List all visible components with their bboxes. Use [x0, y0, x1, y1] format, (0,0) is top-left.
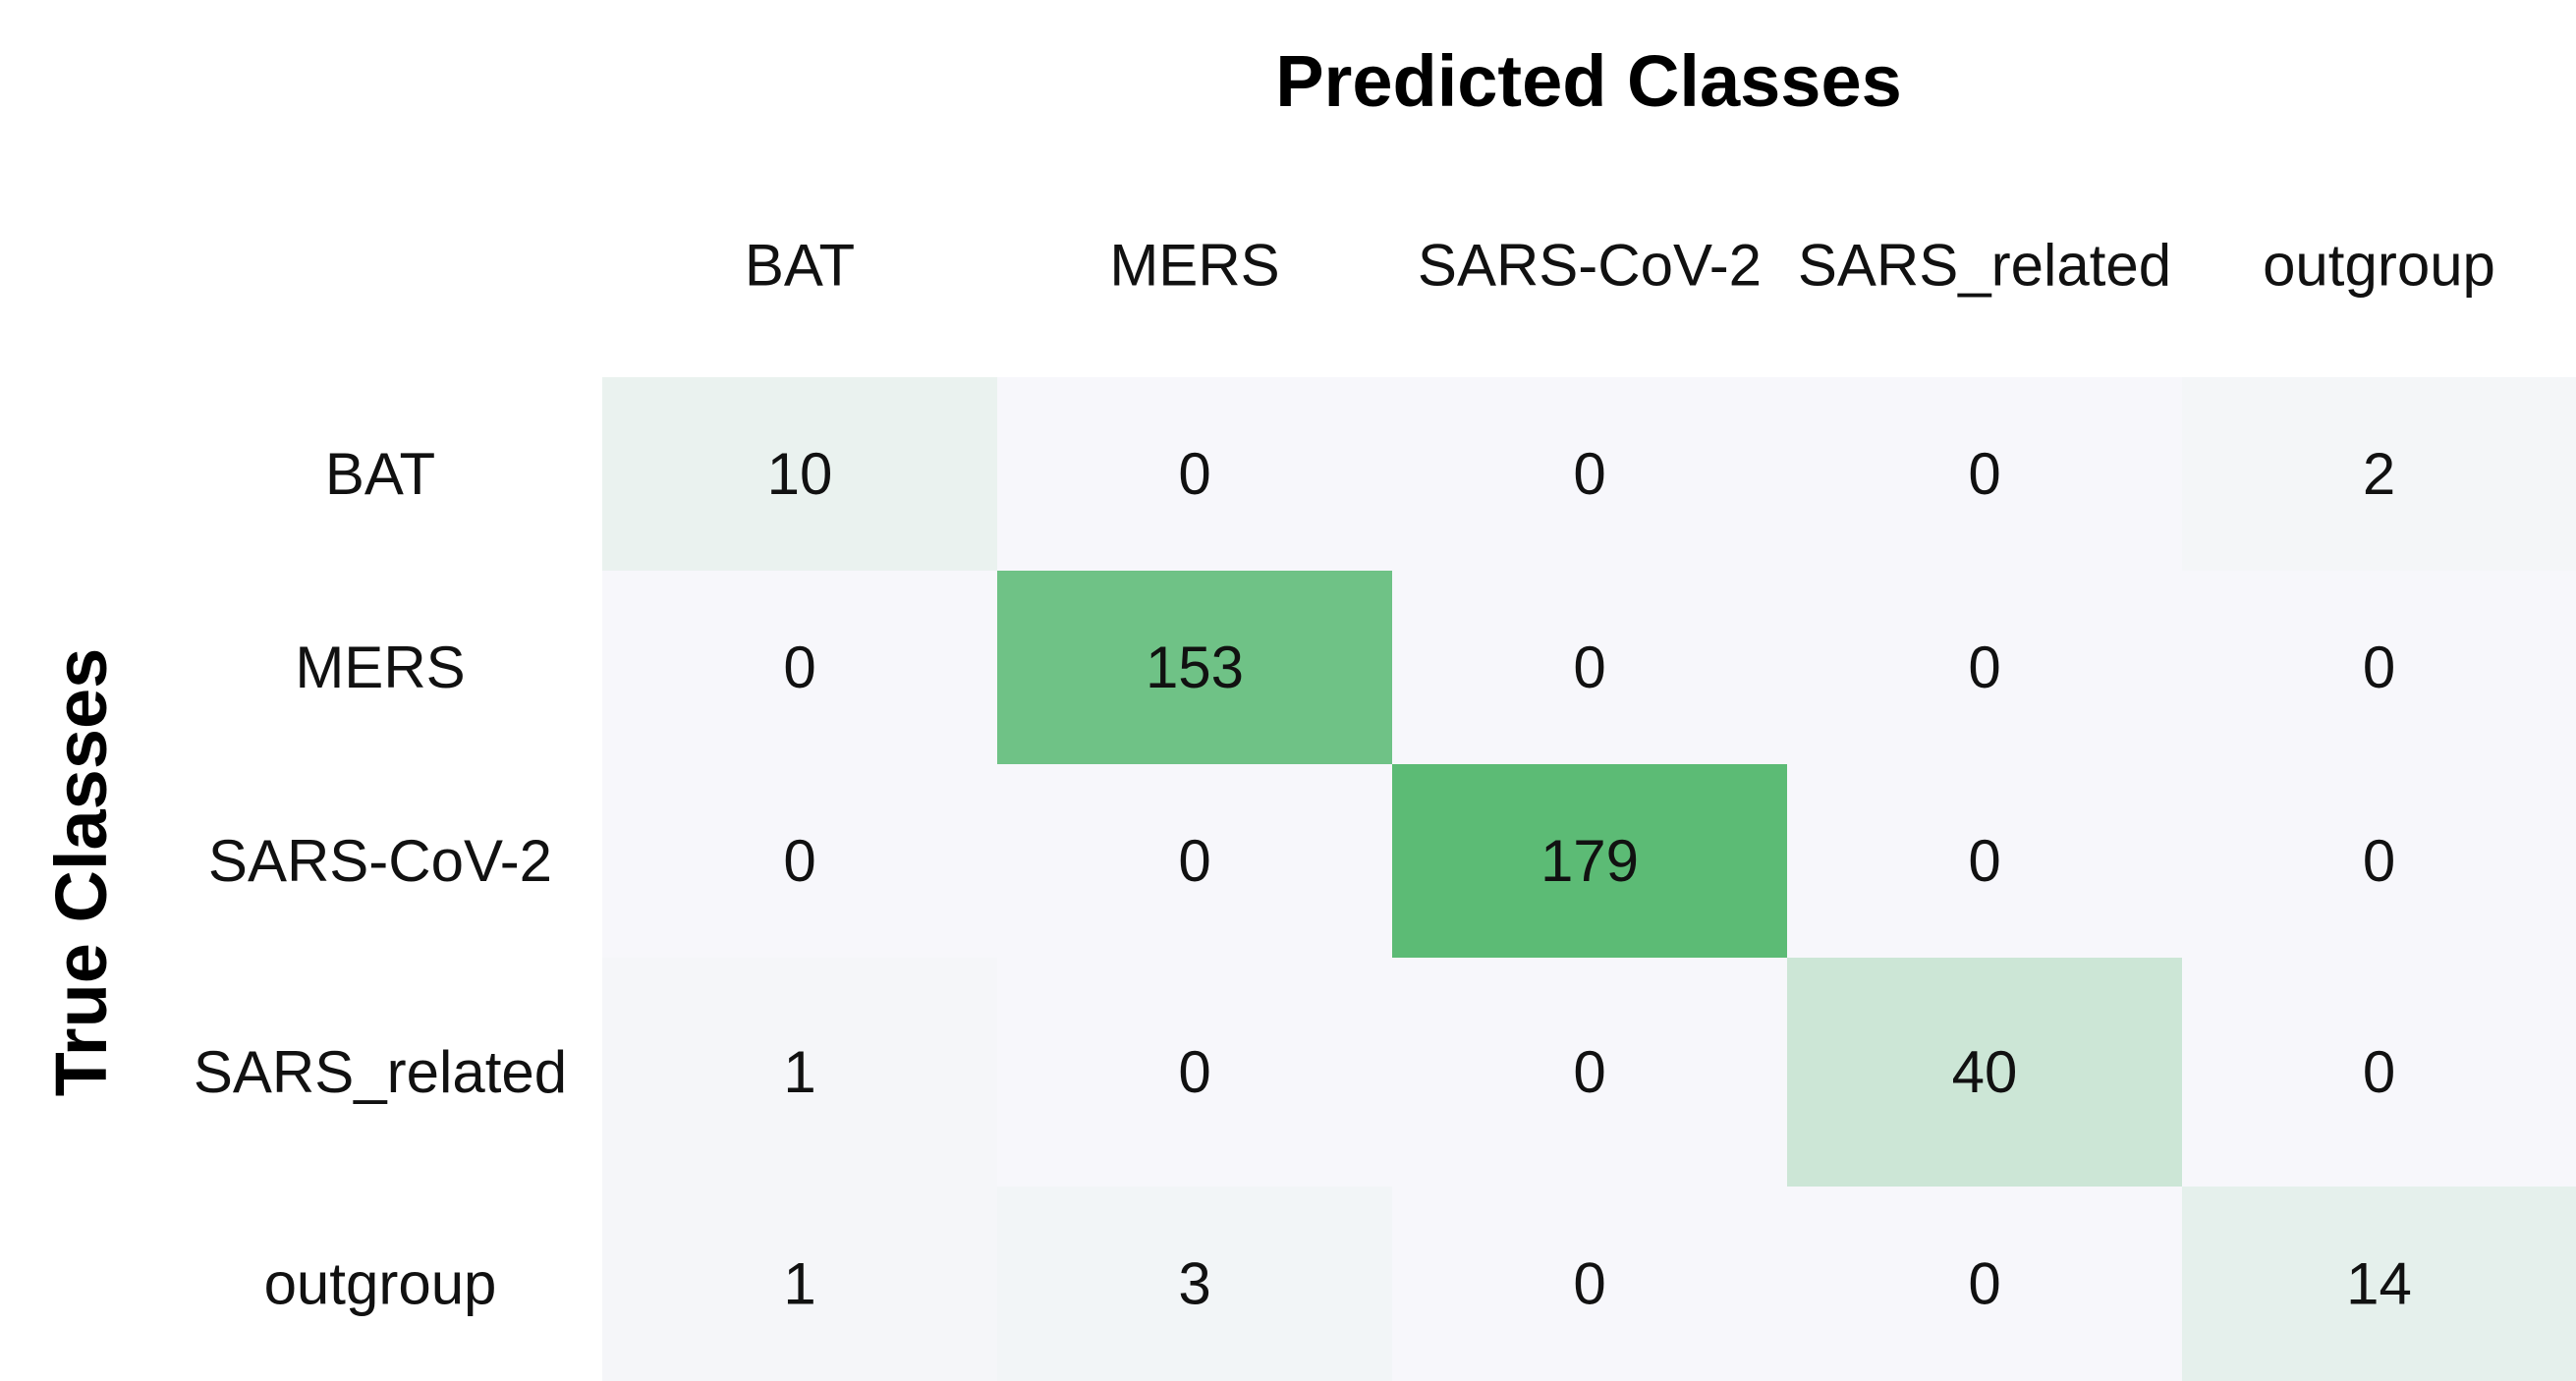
x-tick-label: MERS [1109, 233, 1279, 299]
heatmap-cell [1392, 958, 1787, 1187]
cell-value-label: 0 [1968, 828, 2000, 894]
cell-value-label: 14 [2346, 1251, 2412, 1317]
y-tick-labels: BAT MERS SARS-CoV-2 SARS_related outgroup [194, 441, 567, 1317]
cell-value-label: 0 [783, 635, 815, 700]
heatmap-cell [2182, 571, 2576, 764]
x-tick-label: SARS_related [1798, 233, 2171, 299]
y-axis-title: True Classes [40, 648, 122, 1097]
cell-value-label: 0 [1968, 635, 2000, 700]
cell-value-label: 0 [1573, 441, 1605, 507]
x-tick-label: SARS-CoV-2 [1418, 233, 1762, 299]
cell-value-label: 0 [1178, 441, 1210, 507]
heatmap-cell [2182, 764, 2576, 958]
heatmap-cell [602, 764, 997, 958]
cell-value-label: 0 [1968, 1251, 2000, 1317]
y-tick-label: SARS-CoV-2 [208, 828, 552, 894]
heatmap-cell [1392, 764, 1787, 958]
heatmap-cell [1787, 571, 2182, 764]
cell-value-label: 0 [2363, 1039, 2395, 1105]
cell-value-label: 0 [2363, 635, 2395, 700]
heatmap-cell [602, 1187, 997, 1381]
x-axis-title: Predicted Classes [1275, 40, 1902, 122]
cell-value-label: 10 [767, 441, 833, 507]
cell-value-label: 1 [783, 1039, 815, 1105]
heatmap-cell [1392, 377, 1787, 571]
heatmap-cell [2182, 377, 2576, 571]
cell-value-label: 0 [1968, 441, 2000, 507]
cell-value-label: 0 [1178, 828, 1210, 894]
heatmap-cell [2182, 958, 2576, 1187]
cell-value-label: 0 [1573, 1251, 1605, 1317]
x-tick-label: outgroup [2263, 233, 2495, 299]
cell-value-label: 0 [783, 828, 815, 894]
heatmap-cell [1392, 1187, 1787, 1381]
heatmap-cell [1787, 958, 2182, 1187]
cell-value-label: 179 [1540, 828, 1639, 894]
heatmap-cell [997, 764, 1392, 958]
heatmap-cell [997, 571, 1392, 764]
y-tick-label: SARS_related [194, 1039, 567, 1105]
heatmap-cells: 10 0 0 0 20 153 0 0 00 0 179 0 01 0 0 40 01 3 0 0 14 [602, 377, 2576, 1381]
heatmap-cell [2182, 1187, 2576, 1381]
cell-value-label: 0 [1178, 1039, 1210, 1105]
heatmap-cell [1392, 571, 1787, 764]
heatmap-cell [1787, 764, 2182, 958]
x-tick-label: BAT [745, 233, 855, 299]
x-tick-labels: BAT MERS SARS-CoV-2 SARS_related outgroup [745, 233, 2495, 299]
cell-value-label: 0 [2363, 828, 2395, 894]
heatmap-cell [997, 377, 1392, 571]
cell-value-label: 3 [1178, 1251, 1210, 1317]
y-tick-label: outgroup [264, 1251, 497, 1317]
cell-value-label: 2 [2363, 441, 2395, 507]
heatmap-cell [602, 377, 997, 571]
heatmap-cell [1787, 377, 2182, 571]
cell-value-label: 40 [1952, 1039, 2018, 1105]
cell-value-label: 0 [1573, 635, 1605, 700]
y-tick-label: BAT [325, 441, 435, 507]
heatmap-cell [602, 571, 997, 764]
heatmap-cell [602, 958, 997, 1187]
cell-value-label: 153 [1146, 635, 1244, 700]
y-tick-label: MERS [295, 635, 465, 700]
heatmap-cell [997, 1187, 1392, 1381]
heatmap-cell [1787, 1187, 2182, 1381]
cell-value-label: 1 [783, 1251, 815, 1317]
cell-value-label: 0 [1573, 1039, 1605, 1105]
heatmap-cell [997, 958, 1392, 1187]
